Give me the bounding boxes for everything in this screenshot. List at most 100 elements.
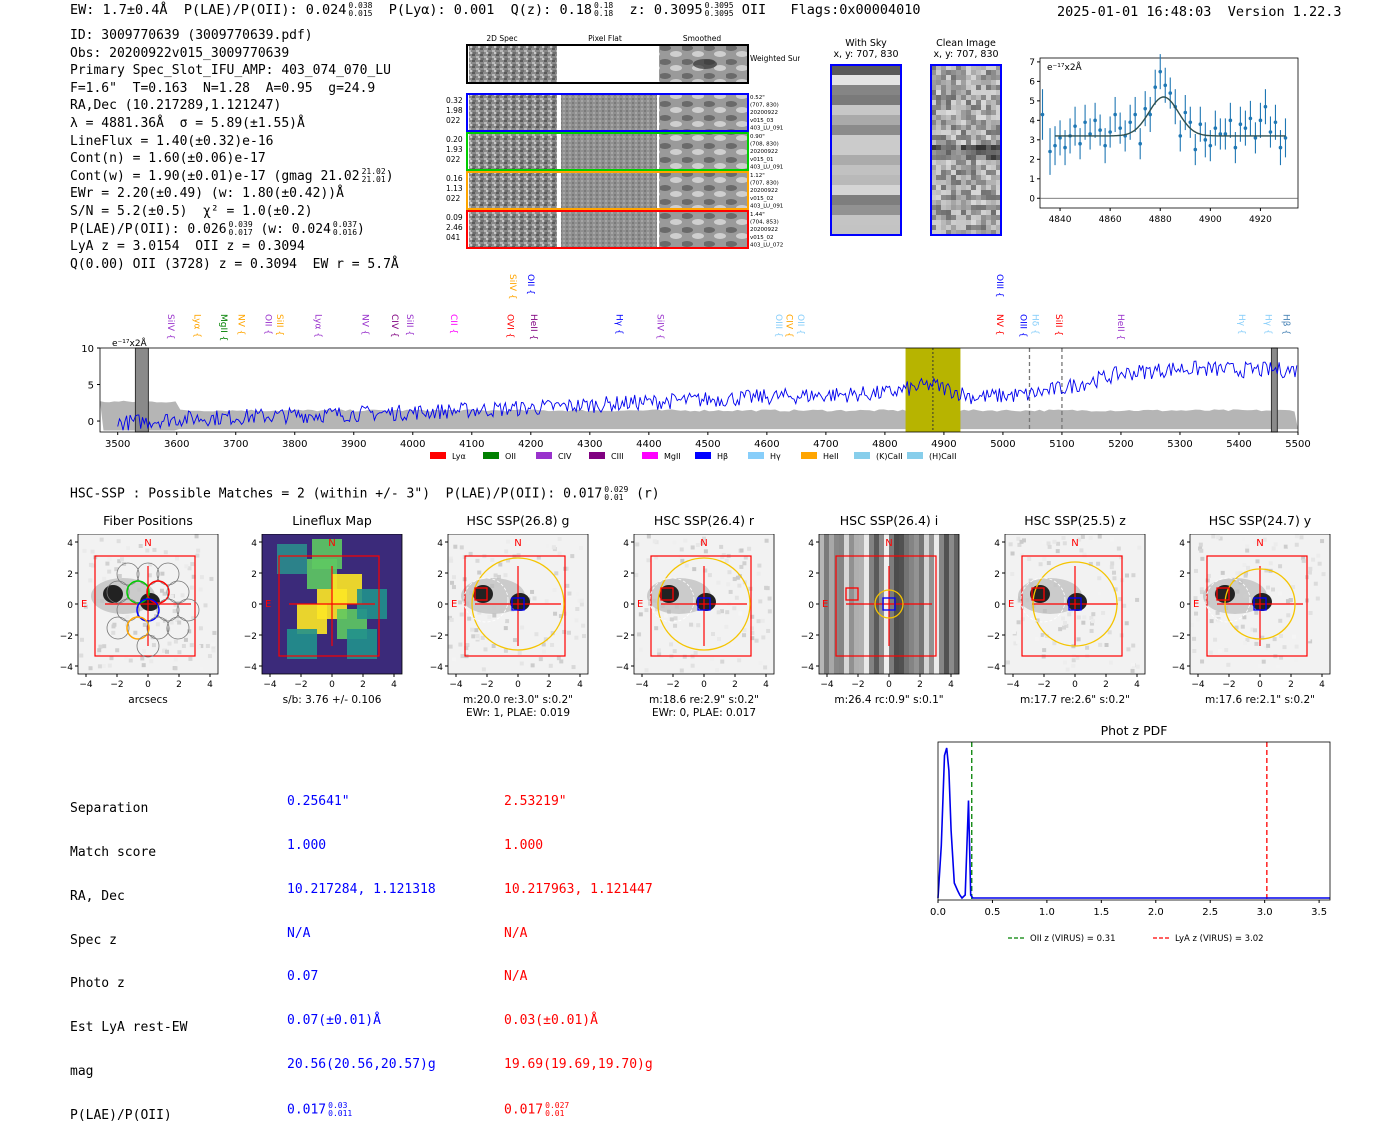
noise-speck (1238, 571, 1243, 576)
noise-speck (1245, 544, 1250, 549)
noise-speck (756, 619, 761, 624)
noise-pixel (991, 80, 996, 85)
panel-image: N E 4 2 0 −2 −4 −4 −2 0 2 4 (616, 534, 775, 690)
cutout-right-label: (708, 830) (750, 142, 779, 148)
panel-title: HSC SSP(26.8) g (466, 513, 570, 528)
legend-swatch (748, 452, 764, 459)
noise-speck (132, 548, 137, 553)
noise-pixel (961, 175, 966, 180)
noise-speck (541, 649, 546, 654)
clean-image-coords: x, y: 707, 830 (933, 49, 999, 60)
noise-pixel (936, 160, 941, 165)
noise-speck (1287, 543, 1292, 548)
noise-pixel (956, 190, 961, 195)
noise-pixel (941, 210, 946, 215)
noise-pixel (951, 165, 956, 170)
noise-speck (207, 654, 212, 659)
noise-pixel (971, 225, 976, 230)
noise-speck (169, 620, 174, 625)
noise-speck (1279, 634, 1284, 639)
noise-speck (1200, 556, 1205, 561)
noise-speck (644, 668, 649, 673)
emission-line-label: HeII { (1115, 314, 1125, 340)
noise-speck (1038, 562, 1043, 567)
legend-label: OII z (VIRUS) = 0.31 (1030, 934, 1116, 944)
data-point (1053, 143, 1057, 148)
header-plae: P(LAE)/P(OII): 0.024 (183, 2, 347, 18)
noise-speck (183, 637, 188, 642)
north-marker: N (885, 538, 892, 549)
noise-pixel (951, 90, 956, 95)
noise-pixel (931, 220, 936, 225)
noise-pixel (951, 80, 956, 85)
noise-pixel (971, 170, 976, 175)
header-summary: EW: 1.7±0.4Å P(LAE)/P(OII): 0.024 0.038 0.… (70, 2, 921, 19)
noise-pixel (931, 190, 936, 195)
noise-pixel (971, 155, 976, 160)
noise-speck (211, 645, 216, 650)
noise-pixel (931, 160, 936, 165)
noise-pixel (971, 220, 976, 225)
noise-pixel (991, 95, 996, 100)
noise-pixel (971, 195, 976, 200)
noise-pixel (946, 75, 951, 80)
noise-pixel (946, 145, 951, 150)
match-ellipse (471, 557, 565, 651)
noise-speck (1137, 545, 1142, 550)
noise-pixel (971, 150, 976, 155)
data-point (1258, 118, 1263, 123)
noise-speck (1245, 637, 1250, 642)
noise-speck (512, 554, 517, 559)
flux-cell (312, 539, 342, 569)
noise-pixel (986, 85, 991, 90)
noise-pixel (991, 140, 996, 145)
noise-pixel (986, 205, 991, 210)
noise-speck (711, 631, 716, 636)
noise-speck (1253, 540, 1258, 545)
noise-pixel (981, 65, 986, 70)
m1-radec: 10.217284, 1.121318 (287, 881, 436, 897)
noise-pixel (996, 135, 1001, 140)
info-sn: S/N = 5.2(±0.5) χ² = 1.0(±0.2) (70, 203, 313, 219)
noise-speck (654, 555, 659, 560)
noise-pixel (956, 150, 961, 155)
noise-speck (152, 547, 157, 552)
data-point (1148, 112, 1153, 117)
noise-speck (567, 591, 572, 596)
noise-speck (1257, 664, 1262, 669)
noise-speck (1301, 556, 1306, 561)
noise-speck (1085, 645, 1090, 650)
noise-speck (465, 643, 470, 648)
noise-pixel (981, 225, 986, 230)
noise-speck (637, 632, 642, 637)
stripe (939, 534, 944, 674)
noise-speck (1034, 637, 1039, 642)
noise-pixel (996, 230, 1001, 235)
noise-pixel (991, 175, 996, 180)
x-tick-label: 4 (1319, 680, 1325, 690)
noise-pixel (951, 120, 956, 125)
noise-speck (742, 633, 747, 638)
noise-pixel (961, 185, 966, 190)
noise-speck (491, 644, 496, 649)
noise-pixel (976, 120, 981, 125)
noise-speck (1112, 570, 1117, 575)
data-point (1048, 149, 1052, 154)
noise-speck (1076, 615, 1081, 620)
noise-speck (1097, 591, 1102, 596)
noise-speck (96, 652, 101, 657)
stripe (829, 534, 834, 674)
noise-speck (754, 638, 759, 643)
noise-pixel (951, 210, 956, 215)
noise-speck (689, 622, 694, 627)
noise-speck (1216, 618, 1221, 623)
clean-image-title: Clean Image (936, 38, 996, 49)
noise-pixel (941, 85, 946, 90)
data-point (1073, 124, 1077, 128)
noise-speck (1315, 596, 1320, 601)
match-ellipse (657, 557, 751, 651)
noise-pixel (936, 130, 941, 135)
noise-pixel (956, 165, 961, 170)
sky-stripe (831, 65, 901, 75)
